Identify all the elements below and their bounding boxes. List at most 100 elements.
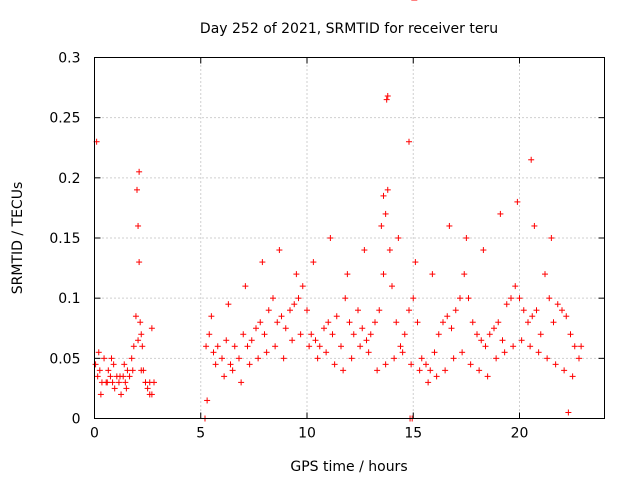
data-point bbox=[122, 379, 129, 386]
data-point bbox=[128, 355, 135, 362]
data-point bbox=[289, 337, 296, 344]
data-point bbox=[227, 361, 234, 368]
data-point bbox=[212, 361, 219, 368]
data-point bbox=[367, 331, 374, 338]
data-point bbox=[238, 379, 245, 386]
data-point bbox=[206, 331, 213, 338]
data-point bbox=[342, 295, 349, 302]
data-point bbox=[316, 343, 323, 350]
data-point bbox=[529, 313, 536, 320]
data-point bbox=[124, 367, 131, 374]
data-point bbox=[491, 325, 497, 332]
data-point bbox=[431, 349, 438, 356]
data-point bbox=[457, 295, 463, 302]
data-point bbox=[276, 247, 283, 254]
data-point bbox=[219, 355, 225, 362]
data-point bbox=[518, 337, 525, 344]
data-point bbox=[576, 355, 582, 362]
data-point bbox=[244, 343, 251, 350]
data-point bbox=[414, 319, 421, 326]
data-point bbox=[95, 349, 102, 356]
data-point bbox=[378, 222, 385, 229]
data-point bbox=[427, 367, 434, 374]
data-point bbox=[401, 331, 408, 338]
data-point bbox=[463, 235, 470, 241]
data-point bbox=[410, 295, 417, 302]
y-tick-label: 0.2 bbox=[58, 171, 80, 187]
data-point bbox=[130, 343, 137, 350]
data-point bbox=[338, 343, 344, 350]
data-point bbox=[287, 307, 293, 314]
data-point bbox=[533, 307, 540, 314]
data-point bbox=[148, 325, 155, 332]
data-point bbox=[97, 391, 104, 398]
data-point bbox=[272, 343, 279, 350]
data-point bbox=[138, 367, 145, 374]
data-point bbox=[495, 319, 502, 326]
data-point bbox=[135, 337, 142, 344]
data-point bbox=[384, 186, 391, 193]
data-point bbox=[146, 391, 153, 398]
data-point bbox=[101, 355, 108, 362]
data-point bbox=[546, 295, 553, 302]
data-point bbox=[355, 307, 361, 314]
y-tick-label: 0.25 bbox=[49, 111, 80, 127]
data-point bbox=[544, 355, 551, 362]
data-point bbox=[446, 222, 453, 229]
data-point bbox=[542, 271, 548, 278]
y-tick-label: 0.15 bbox=[49, 231, 80, 247]
data-point bbox=[442, 367, 449, 374]
data-point bbox=[525, 319, 531, 326]
data-point bbox=[440, 319, 446, 326]
data-point bbox=[508, 295, 514, 302]
x-tick-label: 0 bbox=[90, 426, 99, 442]
data-point bbox=[528, 156, 535, 163]
data-point bbox=[240, 331, 247, 338]
x-tick-label: 15 bbox=[404, 426, 422, 442]
data-point bbox=[108, 355, 115, 362]
data-point bbox=[363, 337, 370, 344]
data-point bbox=[138, 331, 145, 338]
data-point bbox=[255, 355, 262, 362]
data-point bbox=[550, 319, 557, 326]
data-point bbox=[331, 361, 338, 368]
data-point bbox=[329, 331, 336, 338]
data-point bbox=[295, 295, 302, 302]
data-point bbox=[210, 349, 217, 356]
data-point bbox=[246, 361, 253, 368]
y-tick-label: 0.05 bbox=[49, 351, 80, 367]
data-point bbox=[499, 337, 506, 344]
data-point bbox=[92, 361, 99, 368]
y-axis-label: SRMTID / TECUs bbox=[10, 182, 26, 295]
x-axis-ticks: 0 5 10 15 20 bbox=[90, 57, 528, 442]
data-point bbox=[327, 235, 334, 241]
data-point bbox=[465, 295, 472, 302]
data-point bbox=[435, 331, 442, 338]
data-point bbox=[383, 96, 390, 103]
data-point bbox=[236, 355, 242, 362]
data-point bbox=[142, 379, 149, 386]
data-point bbox=[118, 391, 125, 398]
data-point bbox=[476, 367, 483, 374]
data-point bbox=[304, 307, 310, 314]
data-point bbox=[408, 361, 415, 368]
data-point bbox=[340, 367, 347, 374]
data-point bbox=[135, 222, 142, 229]
data-point bbox=[571, 343, 578, 350]
data-point bbox=[374, 367, 381, 374]
data-point bbox=[346, 319, 353, 326]
data-point bbox=[107, 373, 114, 380]
data-point bbox=[310, 259, 317, 266]
data-point bbox=[372, 319, 378, 326]
x-tick-label: 5 bbox=[196, 426, 205, 442]
data-point bbox=[578, 343, 585, 350]
data-point bbox=[531, 222, 538, 229]
data-point bbox=[257, 319, 264, 326]
data-point bbox=[520, 307, 527, 314]
data-point bbox=[397, 343, 404, 350]
data-point bbox=[223, 337, 230, 344]
data-point bbox=[567, 331, 574, 338]
data-point bbox=[325, 319, 332, 326]
data-point bbox=[569, 373, 576, 380]
